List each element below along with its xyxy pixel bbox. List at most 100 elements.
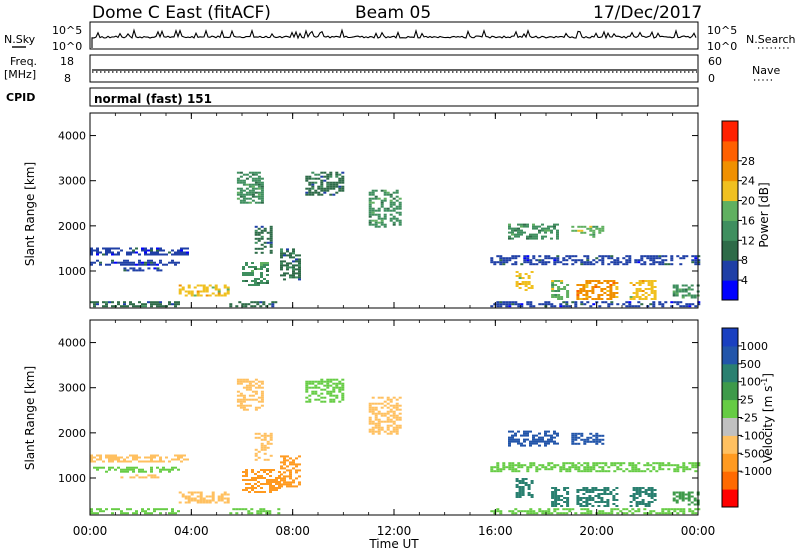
echo-cell	[275, 477, 278, 479]
echo-cell	[600, 497, 604, 499]
echo-cell	[551, 505, 555, 507]
echo-cell	[392, 420, 396, 423]
echo-cell	[374, 223, 378, 226]
echo-cell	[187, 491, 191, 494]
echo-cell	[398, 213, 402, 216]
echo-cell	[392, 416, 396, 419]
echo-cell	[199, 501, 203, 504]
echo-cell	[597, 294, 601, 296]
echo-region	[490, 301, 701, 308]
echo-cell	[521, 480, 525, 482]
echo-cell	[132, 468, 135, 471]
echo-cell	[597, 495, 601, 497]
echo-cell	[190, 290, 194, 293]
echo-cell	[577, 468, 581, 471]
echo-cell	[635, 489, 639, 491]
echo-cell	[607, 263, 611, 266]
echo-cell	[574, 442, 578, 445]
echo-cell	[263, 444, 267, 447]
echo-cell	[329, 185, 333, 188]
echo-cell	[177, 261, 180, 264]
echo-cell	[193, 294, 197, 297]
echo-cell	[515, 478, 519, 480]
echo-cell	[123, 460, 126, 463]
echo-cell	[609, 288, 613, 290]
echo-cell	[141, 261, 144, 264]
echo-cell	[661, 468, 665, 471]
echo-cell	[272, 479, 275, 481]
echo-cell	[254, 179, 258, 182]
echo-cell	[600, 298, 604, 300]
echo-cell	[579, 499, 583, 501]
echo-cell	[254, 195, 258, 198]
echo-cell	[168, 251, 171, 254]
echo-cell	[269, 249, 273, 252]
echo-cell	[329, 384, 333, 387]
echo-cell	[332, 378, 336, 381]
echo-cell	[580, 512, 584, 515]
echo-cell	[563, 286, 567, 288]
echo-cell	[589, 229, 593, 232]
echo-cell	[551, 286, 555, 288]
echo-cell	[251, 390, 255, 393]
echo-cell	[242, 280, 245, 282]
echo-cell	[311, 185, 315, 188]
echo-region	[576, 487, 619, 507]
echo-cell	[628, 470, 632, 473]
echo-cell	[135, 305, 138, 308]
echo-cell	[292, 270, 295, 273]
echo-cell	[159, 456, 162, 459]
echo-cell	[514, 468, 518, 471]
echo-cell	[398, 412, 402, 415]
echo-cell	[120, 476, 124, 479]
echo-cell	[150, 512, 153, 515]
echo-cell	[117, 458, 120, 461]
echo-cell	[560, 288, 564, 290]
echo-cell	[283, 459, 286, 462]
echo-cell	[632, 298, 636, 300]
echo-cell	[529, 301, 533, 304]
echo-cell	[99, 251, 102, 254]
echo-cell	[283, 264, 286, 267]
echo-cell	[389, 400, 393, 403]
echo-cell	[632, 292, 636, 294]
echo-cell	[682, 255, 686, 258]
echo-cell	[589, 225, 593, 228]
echo-cell	[563, 501, 567, 503]
echo-cell	[178, 501, 182, 504]
echo-cell	[635, 288, 639, 290]
freq-tick-top: 18	[60, 55, 74, 68]
echo-cell	[383, 420, 387, 423]
echo-cell	[579, 489, 583, 491]
echo-cell	[202, 497, 206, 500]
echo-cell	[505, 466, 509, 469]
echo-cell	[260, 177, 264, 180]
echo-cell	[532, 510, 536, 513]
echo-cell	[524, 289, 528, 291]
echo-cell	[371, 209, 375, 212]
echo-cell	[650, 501, 654, 503]
echo-cell	[184, 501, 188, 504]
echo-cell	[159, 303, 162, 306]
echo-cell	[295, 477, 298, 480]
echo-cell	[320, 193, 324, 196]
echo-cell	[338, 400, 342, 403]
echo-cell	[628, 464, 632, 467]
echo-cell	[586, 438, 590, 441]
echo-cell	[609, 296, 613, 298]
echo-cell	[582, 501, 586, 503]
echo-cell	[592, 462, 596, 465]
echo-cell	[574, 466, 578, 469]
echo-cell	[286, 469, 289, 472]
echo-cell	[640, 470, 644, 473]
echo-cell	[295, 465, 298, 468]
echo-cell	[526, 430, 529, 433]
echo-cell	[199, 495, 203, 498]
echo-cell	[254, 278, 257, 280]
echo-cell	[277, 512, 281, 515]
echo-cell	[156, 247, 159, 250]
echo-cell	[368, 430, 372, 433]
echo-cell	[637, 259, 641, 262]
echo-cell	[638, 503, 642, 505]
echo-cell	[556, 229, 559, 232]
